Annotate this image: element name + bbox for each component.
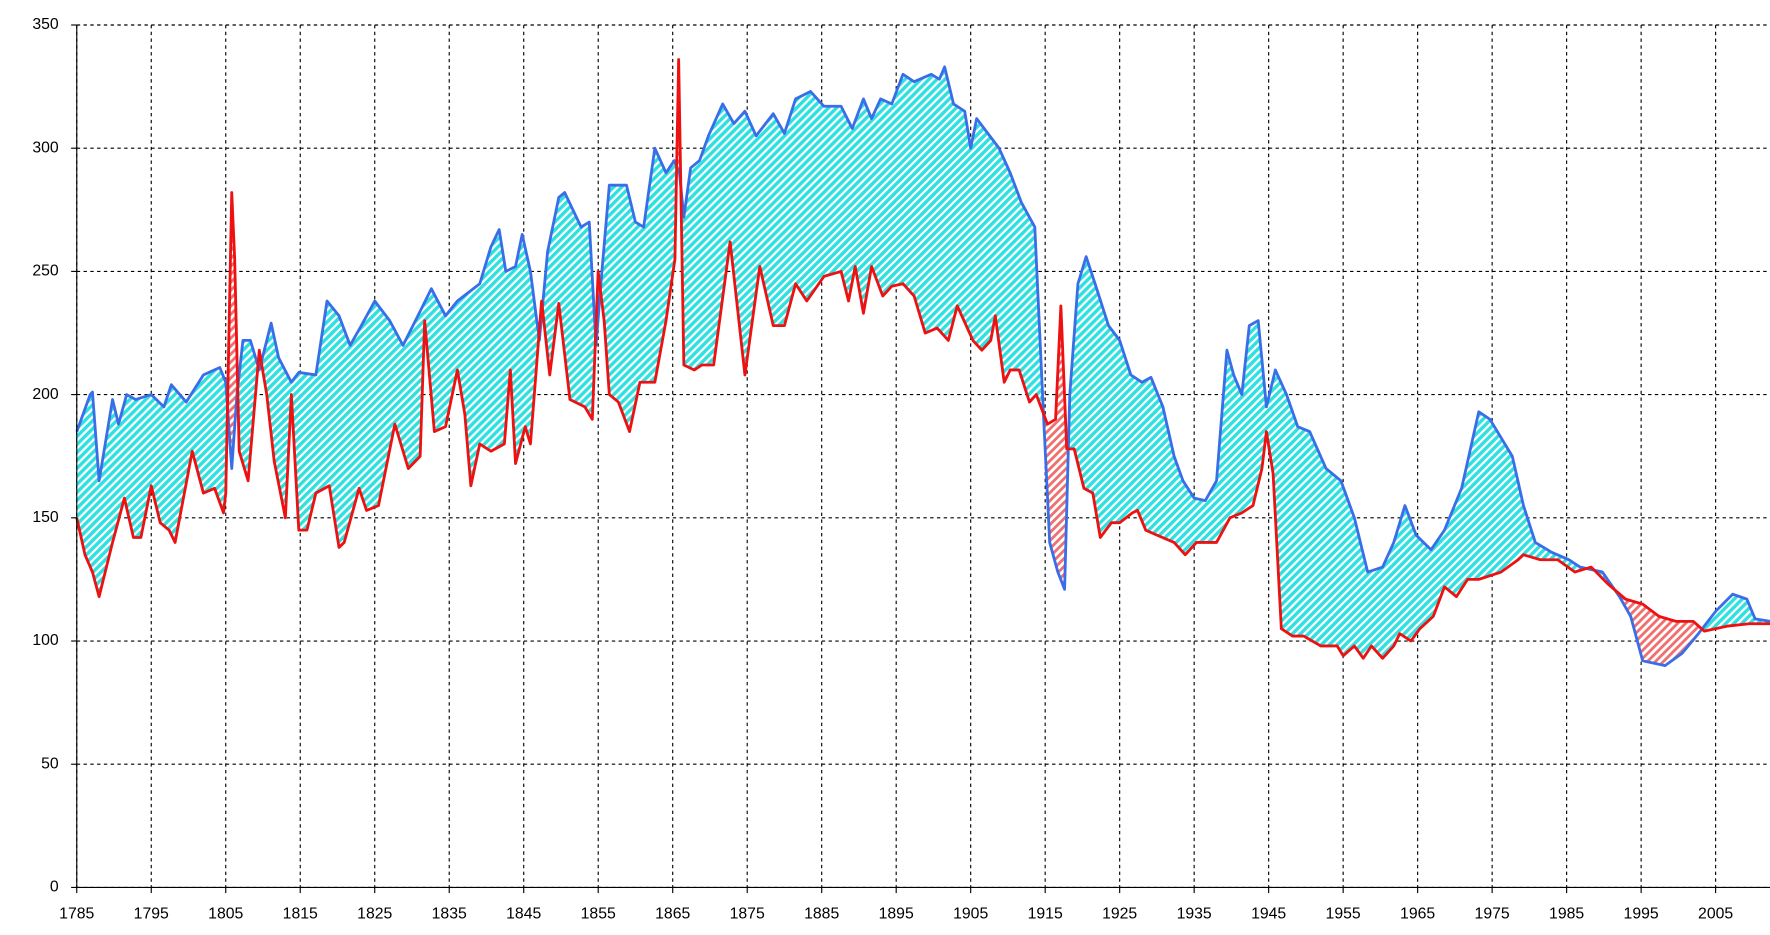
x-tick-label: 1835 — [432, 906, 467, 923]
x-tick-label: 1995 — [1624, 906, 1659, 923]
x-tick-label: 1925 — [1102, 906, 1137, 923]
x-tick-label: 1825 — [357, 906, 392, 923]
axes: 0 50 100 150 200 250 300 350 1785 1795 1805 1815 182… — [32, 16, 1770, 923]
x-tick-label: 1935 — [1177, 906, 1212, 923]
x-tick-label: 1885 — [804, 906, 839, 923]
x-tick-label: 1805 — [208, 906, 243, 923]
x-tick-label: 1795 — [134, 906, 169, 923]
y-tick-label: 300 — [32, 139, 59, 156]
x-tick-label: 1855 — [581, 906, 616, 923]
x-tick-label: 1965 — [1400, 906, 1435, 923]
x-tick-label: 1945 — [1251, 906, 1286, 923]
x-tick-label: 1815 — [283, 906, 318, 923]
y-tick-label: 100 — [32, 632, 59, 649]
series-line — [75, 58, 1770, 660]
x-tick-label: 1785 — [59, 906, 94, 923]
x-tick-label: 1875 — [730, 906, 765, 923]
fill-above-area — [76, 66, 1770, 659]
fill-between — [76, 59, 1770, 666]
y-tick-label: 0 — [50, 879, 59, 896]
fill-above — [76, 66, 1770, 659]
y-tick-label: 200 — [32, 386, 59, 403]
x-tick-label: 1905 — [953, 906, 988, 923]
lines — [75, 58, 1770, 668]
y-tick-label: 250 — [32, 263, 59, 280]
x-tick-label: 1975 — [1475, 906, 1510, 923]
y-tick-label: 50 — [41, 755, 59, 772]
x-tick-label: 1955 — [1326, 906, 1361, 923]
x-tick-label: 1985 — [1549, 906, 1584, 923]
x-tick-label: 1915 — [1028, 906, 1063, 923]
y-tick-label: 350 — [32, 16, 59, 33]
series-line — [75, 65, 1770, 668]
x-tick-label: 1845 — [506, 906, 541, 923]
x-tick-label: 2005 — [1698, 906, 1733, 923]
x-tick-label: 1865 — [655, 906, 690, 923]
x-tick-label: 1895 — [879, 906, 914, 923]
y-tick-label: 150 — [32, 509, 59, 526]
